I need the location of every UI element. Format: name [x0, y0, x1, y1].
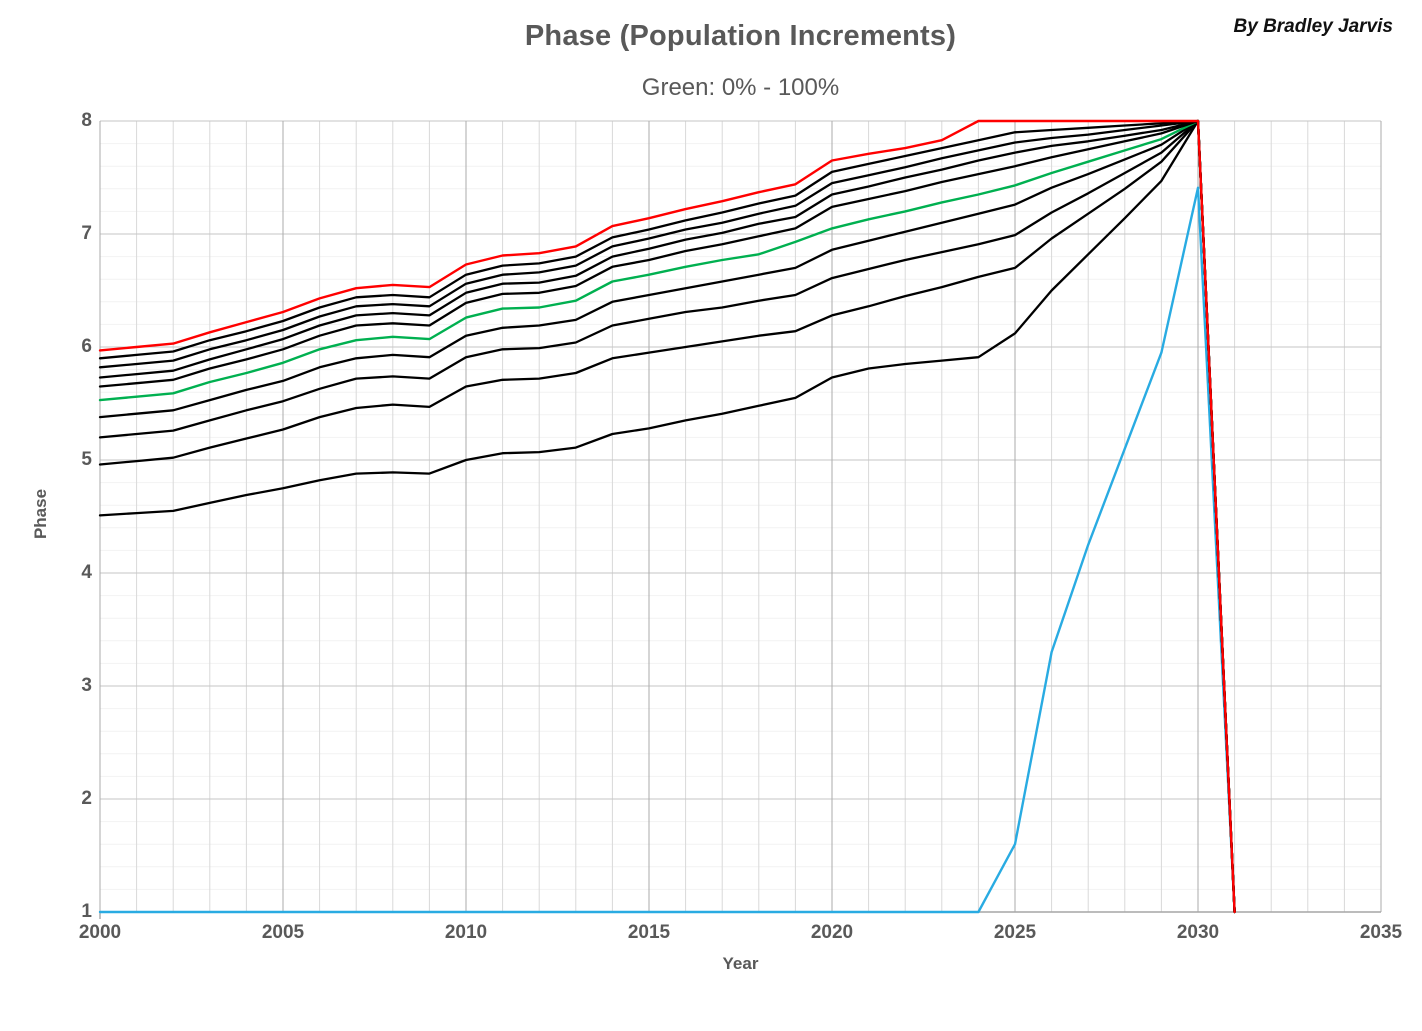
line-10-black [98, 119, 1236, 914]
x-tick-label-2010: 2010 [444, 922, 488, 943]
y-tick-label-6: 6 [81, 336, 92, 357]
line-01-red-top [98, 119, 1236, 914]
chart-author-annotation: By Bradley Jarvis [1233, 16, 1394, 37]
line-02-black [98, 119, 1236, 914]
x-tick-label-2015: 2015 [627, 922, 671, 943]
x-tick-label-2035: 2035 [1359, 922, 1403, 943]
line-03-black [98, 119, 1236, 914]
y-tick-label-3: 3 [81, 675, 92, 696]
x-tick-label-2025: 2025 [993, 922, 1037, 943]
line-06-green [98, 119, 1236, 914]
line-05-black [98, 119, 1236, 914]
y-axis-title: Phase [31, 488, 50, 540]
y-tick-label-4: 4 [81, 562, 92, 583]
line-11-blue [98, 186, 1236, 914]
chart-title: Phase (Population Increments) [524, 20, 957, 52]
line-07-black [98, 119, 1236, 914]
x-axis-title: Year [722, 954, 759, 973]
y-tick-label-2: 2 [81, 788, 92, 809]
y-tick-label-1: 1 [81, 901, 92, 922]
x-tick-label-2030: 2030 [1176, 922, 1220, 943]
line-08-black [98, 119, 1236, 914]
x-tick-label-2005: 2005 [261, 922, 305, 943]
chart-subtitle: Green: 0% - 100% [641, 74, 840, 101]
y-tick-label-5: 5 [81, 449, 92, 470]
y-tick-label-7: 7 [81, 223, 92, 244]
y-tick-label-8: 8 [81, 110, 92, 131]
x-tick-label-2020: 2020 [810, 922, 854, 943]
line-04-black [98, 119, 1236, 914]
x-tick-label-2000: 2000 [78, 922, 122, 943]
line-09-black [98, 119, 1236, 914]
